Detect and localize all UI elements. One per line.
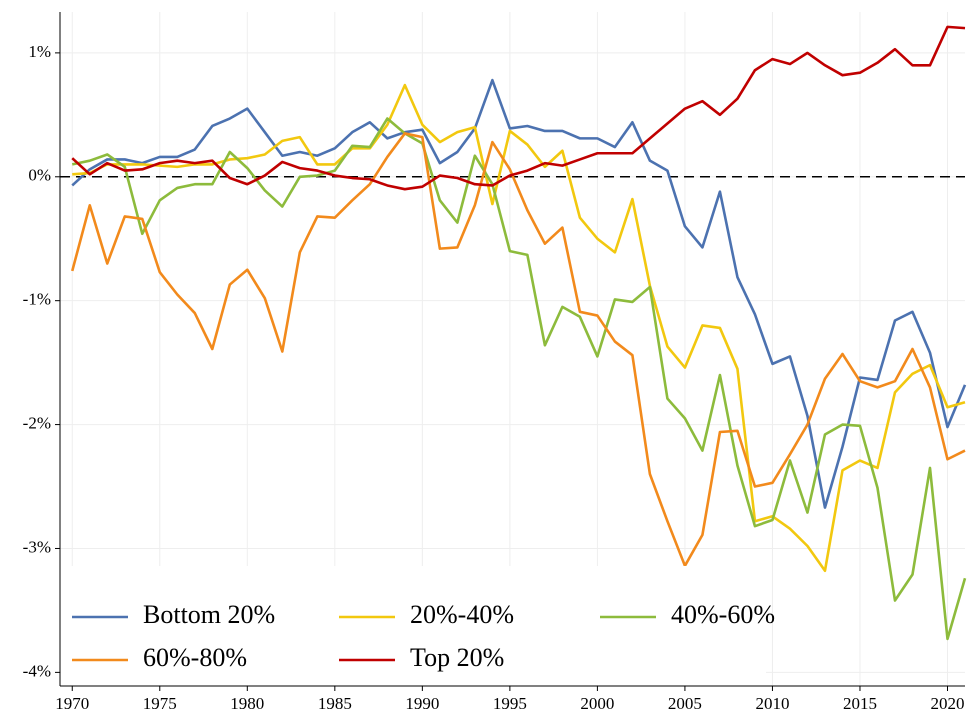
x-tick-label: 1995 [493, 694, 527, 713]
y-tick-label: -1% [23, 290, 51, 309]
x-tick-label: 2020 [930, 694, 964, 713]
series-line [71, 25, 966, 191]
x-tick-label: 2010 [755, 694, 789, 713]
y-tick-label: -3% [23, 537, 51, 556]
legend-label: 20%-40% [410, 600, 514, 629]
x-tick-label: 1985 [318, 694, 352, 713]
series-line [71, 78, 967, 509]
x-tick-label: 2000 [580, 694, 614, 713]
legend-box [61, 566, 766, 685]
x-tick-label: 1970 [55, 694, 89, 713]
y-tick-label: 0% [28, 166, 51, 185]
legend-label: 40%-60% [671, 600, 775, 629]
y-tick-label: -2% [23, 413, 51, 432]
x-tick-label: 1980 [230, 694, 264, 713]
x-tick-label: 1990 [405, 694, 439, 713]
series-line [72, 83, 966, 573]
x-tick-label: 1975 [143, 694, 177, 713]
x-tick-label: 2015 [843, 694, 877, 713]
series-line [71, 117, 967, 641]
legend-label: 60%-80% [143, 643, 247, 672]
legend: Bottom 20% 20%-40% 40%-60% 60%-80% Top 20% [61, 566, 775, 685]
y-tick-label: -4% [23, 661, 51, 680]
series-line [70, 132, 966, 568]
y-tick-label: 1% [28, 42, 51, 61]
legend-label: Top 20% [410, 643, 504, 672]
x-tick-label: 2005 [668, 694, 702, 713]
legend-label: Bottom 20% [143, 600, 275, 629]
